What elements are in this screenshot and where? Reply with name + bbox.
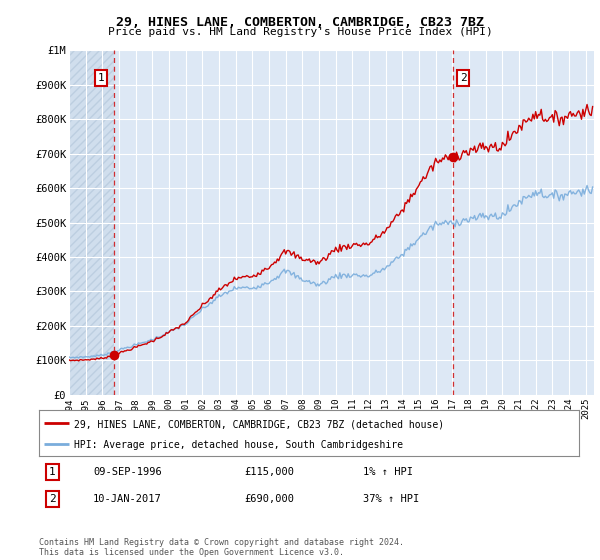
Text: 29, HINES LANE, COMBERTON, CAMBRIDGE, CB23 7BZ: 29, HINES LANE, COMBERTON, CAMBRIDGE, CB… xyxy=(116,16,484,29)
Text: 2: 2 xyxy=(460,73,466,83)
Text: £115,000: £115,000 xyxy=(244,467,294,477)
Text: Contains HM Land Registry data © Crown copyright and database right 2024.
This d: Contains HM Land Registry data © Crown c… xyxy=(39,538,404,557)
Text: 29, HINES LANE, COMBERTON, CAMBRIDGE, CB23 7BZ (detached house): 29, HINES LANE, COMBERTON, CAMBRIDGE, CB… xyxy=(74,419,444,430)
Text: 09-SEP-1996: 09-SEP-1996 xyxy=(93,467,162,477)
Text: Price paid vs. HM Land Registry's House Price Index (HPI): Price paid vs. HM Land Registry's House … xyxy=(107,27,493,38)
Text: HPI: Average price, detached house, South Cambridgeshire: HPI: Average price, detached house, Sout… xyxy=(74,440,403,450)
Text: 37% ↑ HPI: 37% ↑ HPI xyxy=(363,494,419,504)
Text: 10-JAN-2017: 10-JAN-2017 xyxy=(93,494,162,504)
Text: 1: 1 xyxy=(97,73,104,83)
Text: 2: 2 xyxy=(49,494,56,504)
Text: 1% ↑ HPI: 1% ↑ HPI xyxy=(363,467,413,477)
Text: £690,000: £690,000 xyxy=(244,494,294,504)
Text: 1: 1 xyxy=(49,467,56,477)
